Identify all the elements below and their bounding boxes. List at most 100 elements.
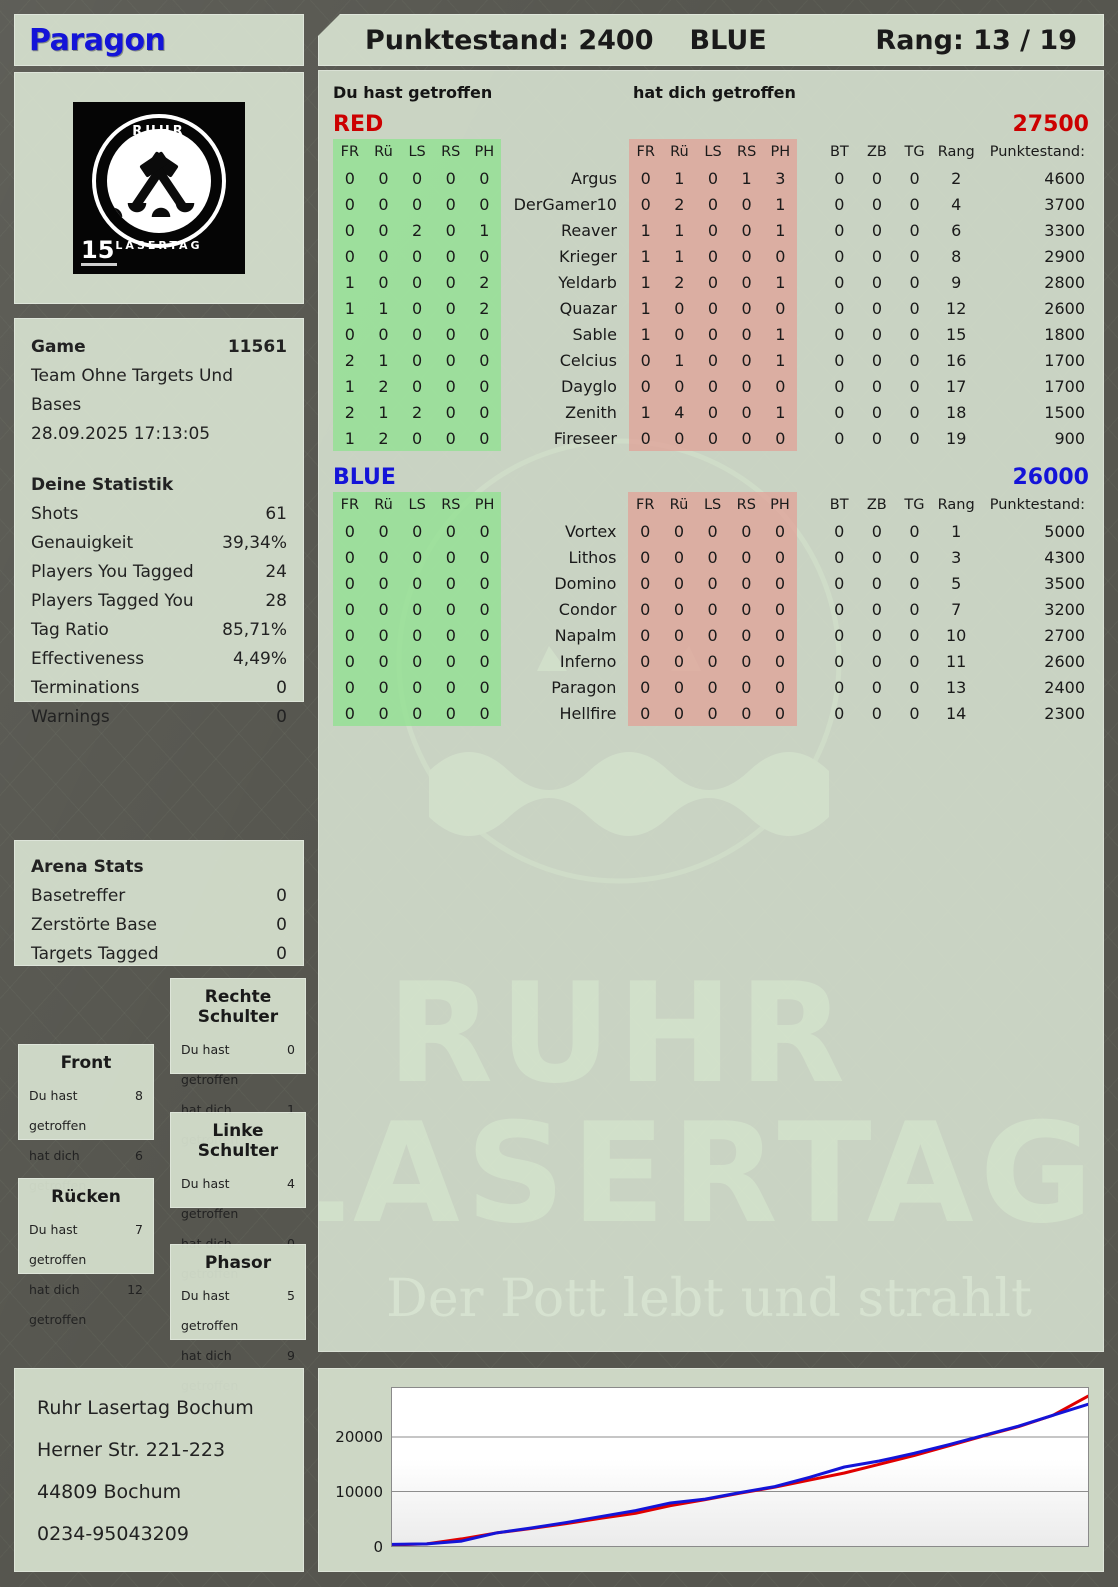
table-row[interactable]: 1 1 0 0 2 Quazar 1 0 0 0 0 0 0 0 12 2600	[333, 295, 1091, 321]
ruhr-lasertag-logo-icon: RUHR LASERTAG 15	[73, 102, 245, 274]
personal-stats-list: Shots 61 Genauigkeit 39,34% Players You Tagg…	[31, 500, 287, 732]
body-part-rechte-schulter: Rechte Schulter Du hast getroffen 0 hat dic…	[170, 978, 306, 1147]
body-part-row-value: 12	[127, 1282, 143, 1297]
cell-them-hit: 0	[628, 648, 663, 674]
table-row[interactable]: 0 0 0 0 0 Condor 0 0 0 0 0 0 0 0 7 3200	[333, 596, 1091, 622]
body-part-title: Phasor	[204, 1253, 272, 1273]
cell-you-hit: 0	[467, 165, 502, 191]
cell-you-hit: 0	[366, 622, 401, 648]
cell-score: 3200	[1044, 599, 1085, 619]
cell-them-hit: 0	[628, 191, 663, 217]
cell-them-hit: 1	[628, 399, 663, 425]
chart-y-axis: 0 10000 20000	[331, 1379, 389, 1563]
cell-them-hit: 0	[628, 165, 663, 191]
stat-label: Shots	[31, 504, 79, 524]
cell-rank: 5	[951, 573, 962, 593]
cell-you-hit: 0	[433, 425, 468, 451]
table-row[interactable]: 0 0 0 0 0 Paragon 0 0 0 0 0 0 0 0 13 2400	[333, 674, 1091, 700]
table-row[interactable]: 0 0 0 0 0 Sable 1 0 0 0 1 0 0 0 15 1800	[333, 321, 1091, 347]
cell-you-hit: 0	[467, 321, 502, 347]
cell-them-hit: 0	[729, 347, 764, 373]
cell-them-hit: 4	[662, 399, 697, 425]
body-part-row-value: 0	[287, 1042, 295, 1057]
cell-you-hit: 0	[433, 269, 468, 295]
table-row[interactable]: 0 0 0 0 0 Napalm 0 0 0 0 0 0 0 0 10 2700	[333, 622, 1091, 648]
cell-rank: 3	[951, 547, 962, 567]
cell-arena-stat: 0	[834, 625, 845, 645]
cell-you-hit: 0	[400, 243, 434, 269]
column-header-them-fr: FR	[628, 139, 663, 165]
address-line: 0234-95043209	[37, 1523, 189, 1545]
cell-you-hit: 2	[333, 347, 367, 373]
body-part-title: Rücken	[51, 1187, 121, 1207]
cell-arena-stat: 0	[909, 324, 920, 344]
stat-label: Genauigkeit	[31, 533, 134, 553]
cell-arena-stat: 0	[909, 547, 920, 567]
table-row[interactable]: 0 0 0 0 0 Lithos 0 0 0 0 0 0 0 0 3 4300	[333, 544, 1091, 570]
cell-player-name: Domino	[554, 573, 617, 593]
body-part-ruecken: Rücken Du hast getroffen 7 hat dich getroff…	[18, 1178, 154, 1327]
stat-label: Players You Tagged	[31, 562, 194, 582]
table-row[interactable]: 0 0 2 0 1 Reaver 1 1 0 0 1 0 0 0 6 3300	[333, 217, 1091, 243]
column-header-them-rs: RS	[729, 492, 764, 518]
cell-them-hit: 0	[729, 570, 764, 596]
table-row[interactable]: 2 1 2 0 0 Zenith 1 4 0 0 1 0 0 0 18 1500	[333, 399, 1091, 425]
column-header-them-rü: Rü	[662, 492, 696, 518]
cell-you-hit: 2	[333, 399, 367, 425]
table-row[interactable]: 1 0 0 0 2 Yeldarb 1 2 0 0 1 0 0 0 9 2800	[333, 269, 1091, 295]
cell-score: 2900	[1044, 246, 1085, 266]
table-row[interactable]: 0 0 0 0 0 DerGamer10 0 2 0 0 1 0 0 0 4 3700	[333, 191, 1091, 217]
cell-you-hit: 0	[467, 674, 502, 700]
cell-player-name: Argus	[571, 168, 617, 188]
table-row[interactable]: 0 0 0 0 0 Vortex 0 0 0 0 0 0 0 0 1 5000	[333, 518, 1091, 544]
cell-arena-stat: 0	[871, 220, 883, 240]
chart-y-tick-label: 0	[373, 1538, 383, 1556]
table-row[interactable]: 2 1 0 0 0 Celcius 0 1 0 0 1 0 0 0 16 1700	[333, 347, 1091, 373]
cell-them-hit: 0	[662, 425, 697, 451]
body-part-row-label: Du hast getroffen	[29, 1222, 87, 1267]
table-row[interactable]: 1 2 0 0 0 Dayglo 0 0 0 0 0 0 0 0 17 1700	[333, 373, 1091, 399]
cell-you-hit: 0	[366, 648, 401, 674]
cell-gap	[797, 399, 820, 425]
cell-arena-stat: 0	[909, 246, 920, 266]
cell-them-hit: 0	[763, 700, 797, 726]
chart-svg	[392, 1388, 1088, 1546]
cell-arena-stat: 0	[909, 220, 920, 240]
team-name: BLUE	[333, 465, 396, 490]
cell-them-hit: 0	[695, 518, 730, 544]
cell-arena-stat: 0	[909, 272, 920, 292]
logo-panel: RUHR LASERTAG 15	[14, 72, 304, 304]
cell-arena-stat: 0	[871, 521, 882, 541]
table-row[interactable]: 0 0 0 0 0 Inferno 0 0 0 0 0 0 0 0 11 2600	[333, 648, 1091, 674]
cell-them-hit: 1	[662, 217, 697, 243]
table-row[interactable]: 0 0 0 0 0 Hellfire 0 0 0 0 0 0 0 0 14 2300	[333, 700, 1091, 726]
cell-you-hit: 0	[433, 217, 468, 243]
cell-player-name: Reaver	[560, 220, 617, 240]
arena-stats-title-row: Arena Stats	[31, 853, 287, 882]
stat-value: 4,49%	[232, 649, 287, 669]
cell-you-hit: 0	[434, 648, 468, 674]
column-header-tg: TG	[904, 497, 925, 513]
table-row[interactable]: 0 0 0 0 0 Argus 0 1 0 1 3 0 0 0 2 4600	[333, 165, 1091, 191]
cell-arena-stat: 0	[871, 599, 882, 619]
column-header-you-rs: RS	[433, 139, 468, 165]
cell-you-hit: 0	[400, 165, 434, 191]
cell-arena-stat: 0	[834, 350, 845, 370]
table-row[interactable]: 1 2 0 0 0 Fireseer 0 0 0 0 0 0 0 0 19 900	[333, 425, 1091, 451]
rank-label: Rang: 13 / 19	[875, 24, 1077, 56]
cell-you-hit: 0	[400, 674, 435, 700]
cell-you-hit: 0	[433, 295, 468, 321]
cell-score: 3300	[1044, 220, 1085, 240]
score-label: Punktestand: 2400	[365, 24, 654, 56]
column-header-them-fr: FR	[628, 492, 663, 518]
cell-you-hit: 1	[467, 217, 502, 243]
cell-them-hit: 0	[729, 373, 764, 399]
cell-them-hit: 1	[628, 295, 663, 321]
score-header-bar: Punktestand: 2400 BLUE Rang: 13 / 19	[318, 14, 1104, 66]
cell-you-hit: 0	[434, 622, 468, 648]
cell-them-hit: 1	[763, 217, 798, 243]
table-row[interactable]: 0 0 0 0 0 Domino 0 0 0 0 0 0 0 0 5 3500	[333, 570, 1091, 596]
cell-you-hit: 0	[434, 544, 468, 570]
arena-stats-title: Arena Stats	[31, 857, 144, 877]
table-row[interactable]: 0 0 0 0 0 Krieger 1 1 0 0 0 0 0 0 8 2900	[333, 243, 1091, 269]
